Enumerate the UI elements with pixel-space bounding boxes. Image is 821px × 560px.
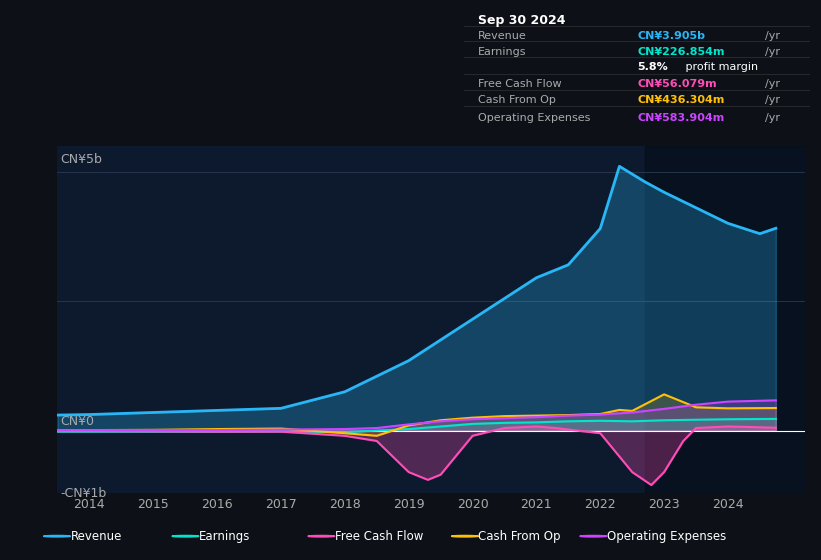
Text: Operating Expenses: Operating Expenses — [607, 530, 726, 543]
Text: profit margin: profit margin — [682, 62, 759, 72]
Text: /yr: /yr — [765, 95, 780, 105]
Text: Earnings: Earnings — [199, 530, 250, 543]
Text: Sep 30 2024: Sep 30 2024 — [478, 15, 565, 27]
Circle shape — [580, 535, 607, 537]
Text: CN¥3.905b: CN¥3.905b — [637, 31, 705, 41]
Text: Revenue: Revenue — [478, 31, 526, 41]
Circle shape — [452, 535, 479, 537]
Text: Earnings: Earnings — [478, 47, 526, 57]
Circle shape — [308, 535, 335, 537]
Circle shape — [44, 535, 71, 537]
Text: CN¥5b: CN¥5b — [61, 153, 103, 166]
Text: 5.8%: 5.8% — [637, 62, 667, 72]
Text: CN¥0: CN¥0 — [61, 414, 94, 427]
Text: Operating Expenses: Operating Expenses — [478, 113, 590, 123]
Text: Free Cash Flow: Free Cash Flow — [478, 79, 562, 88]
Text: Revenue: Revenue — [71, 530, 122, 543]
Text: CN¥226.854m: CN¥226.854m — [637, 47, 725, 57]
Text: Cash From Op: Cash From Op — [478, 95, 556, 105]
Bar — [645, 146, 805, 493]
Text: CN¥56.079m: CN¥56.079m — [637, 79, 717, 88]
Text: CN¥583.904m: CN¥583.904m — [637, 113, 724, 123]
Text: Cash From Op: Cash From Op — [479, 530, 561, 543]
Text: -CN¥1b: -CN¥1b — [61, 487, 107, 500]
Text: /yr: /yr — [765, 47, 780, 57]
Text: /yr: /yr — [765, 113, 780, 123]
Text: CN¥436.304m: CN¥436.304m — [637, 95, 724, 105]
Circle shape — [172, 535, 199, 537]
Text: /yr: /yr — [765, 31, 780, 41]
Text: Free Cash Flow: Free Cash Flow — [335, 530, 424, 543]
Text: /yr: /yr — [765, 79, 780, 88]
